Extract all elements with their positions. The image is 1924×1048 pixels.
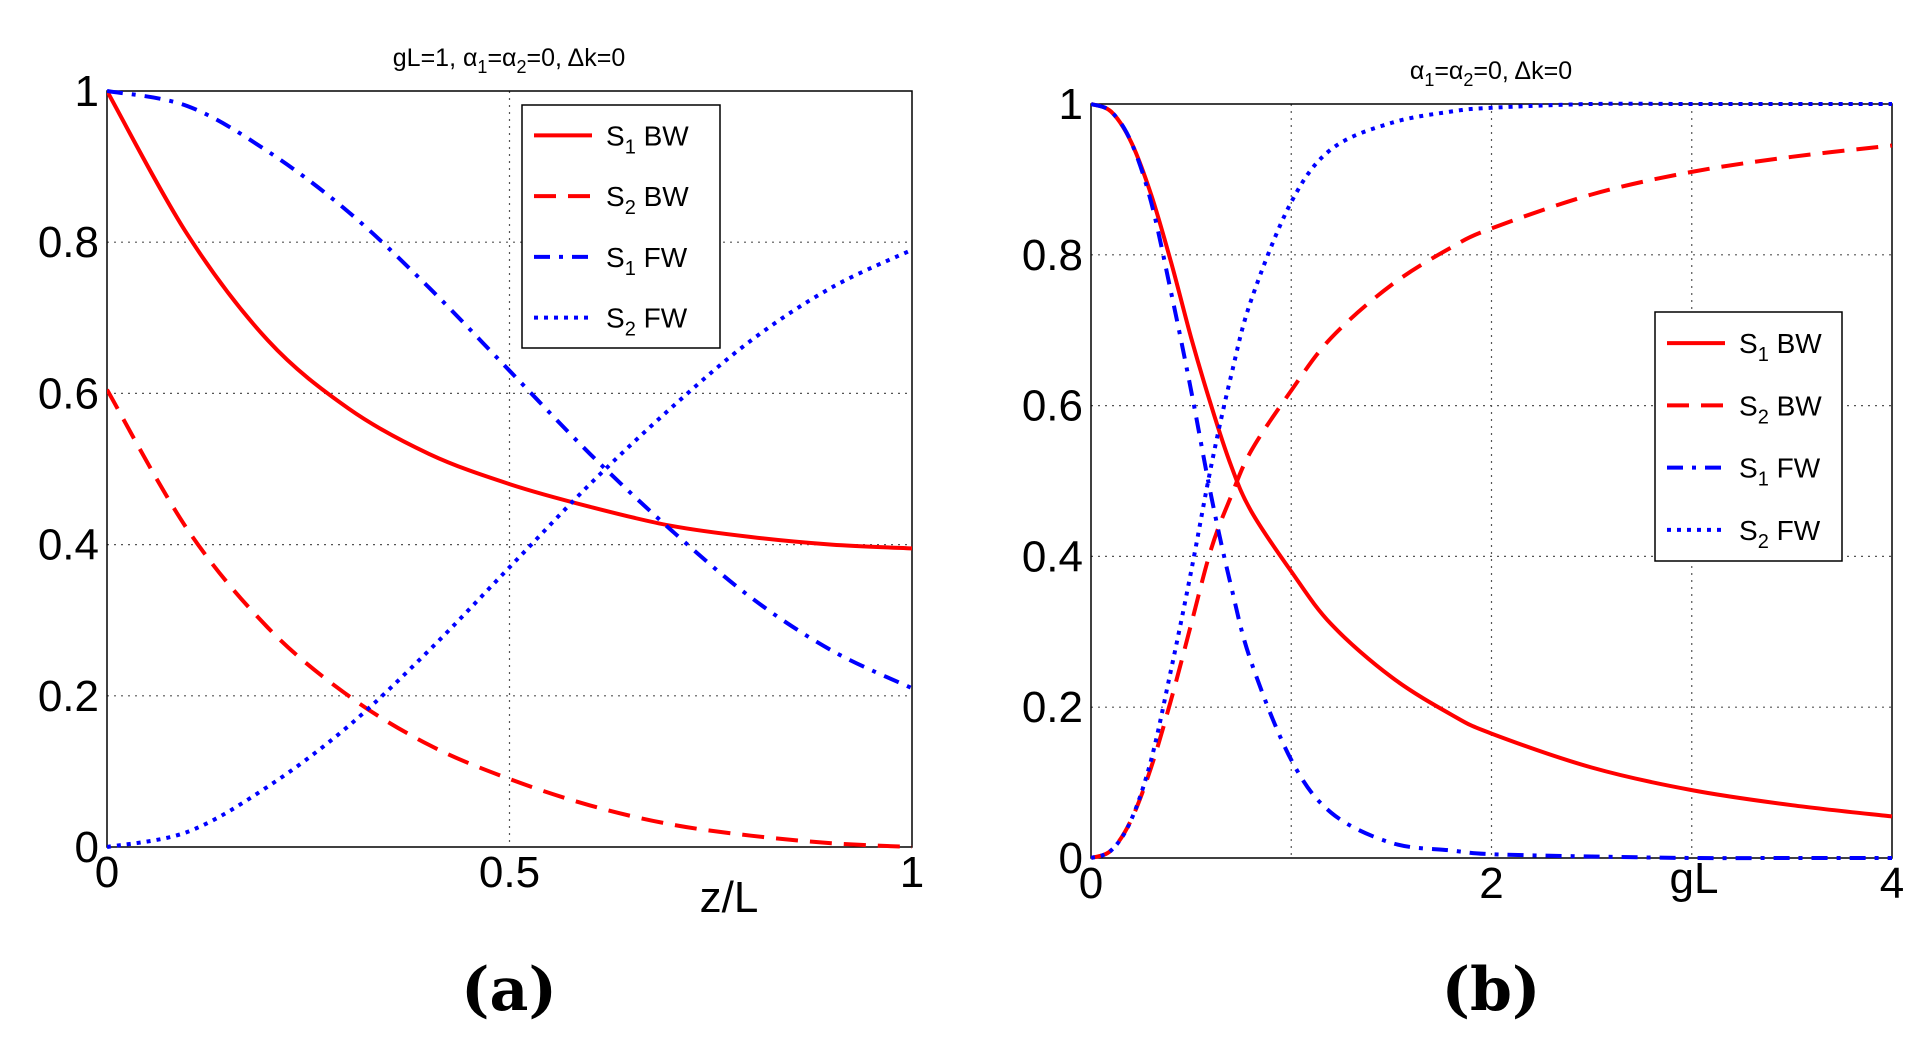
- y-tick-label: 0.2: [1022, 683, 1083, 732]
- title-subscript: 2: [517, 57, 527, 77]
- legend-box: [521, 104, 721, 349]
- title-subscript: 1: [477, 57, 487, 77]
- legend-label: S1 BW: [1739, 328, 1822, 366]
- axes-box: [1090, 103, 1893, 859]
- series-line-s1-fw: [1091, 102, 1892, 861]
- legend-label: S1 BW: [606, 120, 689, 158]
- legend-label: S2 FW: [1739, 515, 1821, 553]
- x-tick-label: 0.5: [479, 848, 540, 897]
- y-tick-label: 0.8: [38, 218, 99, 267]
- legend-label-subscript: 1: [1758, 469, 1769, 491]
- legend-label-subscript: 1: [1758, 344, 1769, 366]
- legend-label-rest: BW: [636, 181, 689, 212]
- x-tick-label: 2: [1479, 859, 1503, 908]
- legend-label-subscript: 2: [1758, 406, 1769, 428]
- legend-label-rest: BW: [1769, 390, 1822, 421]
- legend-label-rest: FW: [636, 242, 688, 273]
- title-subscript: 1: [1424, 70, 1434, 90]
- y-tick-label: 0.2: [38, 672, 99, 721]
- y-tick-label: 0: [75, 823, 99, 872]
- title-part: gL=1, α: [393, 44, 478, 72]
- series-line-s1-bw: [1091, 102, 1893, 819]
- x-tick-label: 4: [1880, 859, 1904, 908]
- legend-label: S2 FW: [606, 303, 688, 341]
- title-part: =α: [487, 44, 516, 72]
- series-line-s2-bw: [107, 388, 913, 849]
- legend-label-main: S: [606, 120, 625, 151]
- y-tick-label: 0.6: [1022, 382, 1083, 431]
- title-part: =0, Δk=0: [1473, 57, 1572, 85]
- legend-label-main: S: [1739, 390, 1758, 421]
- series-line-s1-bw: [107, 90, 913, 551]
- x-axis-label: gL: [1670, 854, 1719, 903]
- legend-label: S1 FW: [606, 242, 688, 280]
- y-tick-label: 0.4: [38, 521, 99, 570]
- y-tick-label: 0.4: [1022, 532, 1083, 581]
- grid: [107, 91, 912, 847]
- legend-label-main: S: [606, 242, 625, 273]
- series-line-s2-bw: [1091, 143, 1893, 860]
- x-axis-label: z/L: [700, 873, 759, 922]
- legend-label-rest: FW: [636, 303, 688, 334]
- legend-label-rest: BW: [636, 120, 689, 151]
- legend-label-main: S: [1739, 453, 1758, 484]
- y-tick-label: 1: [75, 67, 99, 116]
- series-line-s2-fw: [1091, 101, 1892, 860]
- y-tick-label: 0.6: [38, 369, 99, 418]
- legend-label: S1 FW: [1739, 453, 1821, 491]
- legend-label-subscript: 1: [625, 136, 636, 158]
- chart-a: 00.20.40.60.810 0.5 1z/LgL=1, α1=α2=0, Δk=…: [38, 44, 924, 1025]
- y-tick-label: 1: [1059, 80, 1083, 129]
- legend-label-main: S: [606, 181, 625, 212]
- series-line-s2-fw: [107, 247, 913, 849]
- title-subscript: 2: [1463, 70, 1473, 90]
- legend-label-main: S: [1739, 328, 1758, 359]
- chart-title: α1=α2=0, Δk=0: [1410, 57, 1572, 90]
- panel-label: (a): [461, 955, 557, 1025]
- legend-label-rest: BW: [1769, 328, 1822, 359]
- chart-title: gL=1, α1=α2=0, Δk=0: [393, 44, 625, 77]
- legend-label-main: S: [1739, 515, 1758, 546]
- legend-box: [1654, 311, 1843, 562]
- series-group: [107, 89, 913, 849]
- y-tick-label: 0.8: [1022, 231, 1083, 280]
- title-part: α: [1410, 57, 1424, 85]
- x-tick-label: 0: [1079, 859, 1103, 908]
- legend-label-subscript: 2: [625, 197, 636, 219]
- x-tick-label: 0: [95, 848, 119, 897]
- series-line-s1-fw: [107, 89, 913, 691]
- x-tick-label: 1: [900, 848, 924, 897]
- legend-label-subscript: 1: [625, 258, 636, 280]
- legend-label-subscript: 2: [1758, 531, 1769, 553]
- panel-label: (b): [1442, 955, 1541, 1025]
- axes-box: [106, 90, 913, 848]
- legend-label-main: S: [606, 303, 625, 334]
- legend-label: S2 BW: [606, 181, 689, 219]
- title-part: =0, Δk=0: [527, 44, 626, 72]
- legend-label-rest: FW: [1769, 515, 1821, 546]
- y-tick-label: 0: [1059, 834, 1083, 883]
- series-group: [1091, 101, 1893, 861]
- legend-label: S2 BW: [1739, 390, 1822, 428]
- legend-label-subscript: 2: [625, 319, 636, 341]
- title-part: =α: [1434, 57, 1463, 85]
- legend-label-rest: FW: [1769, 453, 1821, 484]
